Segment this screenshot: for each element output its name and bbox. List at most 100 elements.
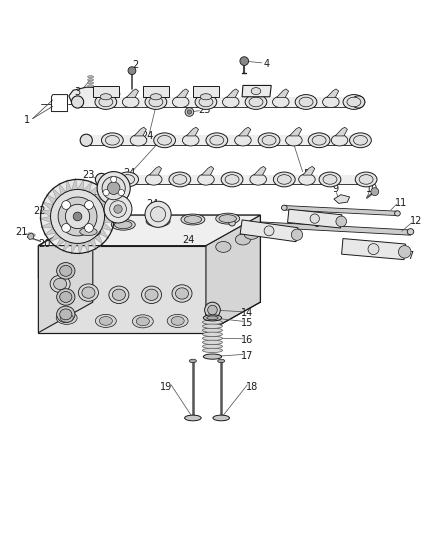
- Polygon shape: [41, 222, 53, 228]
- Polygon shape: [40, 210, 51, 216]
- Ellipse shape: [312, 135, 326, 145]
- Circle shape: [50, 189, 105, 244]
- Ellipse shape: [88, 79, 94, 81]
- Ellipse shape: [359, 175, 373, 184]
- Ellipse shape: [395, 211, 400, 216]
- Ellipse shape: [57, 263, 75, 279]
- Ellipse shape: [150, 94, 162, 100]
- Ellipse shape: [218, 359, 225, 362]
- Polygon shape: [226, 89, 239, 98]
- Ellipse shape: [169, 172, 191, 187]
- Ellipse shape: [235, 135, 251, 146]
- Circle shape: [85, 200, 93, 209]
- Ellipse shape: [319, 172, 341, 187]
- Ellipse shape: [244, 229, 259, 239]
- Text: 7: 7: [407, 251, 413, 261]
- Text: 23: 23: [87, 193, 99, 204]
- Text: 1: 1: [25, 115, 31, 125]
- Ellipse shape: [154, 133, 176, 148]
- Polygon shape: [93, 86, 119, 97]
- Circle shape: [205, 302, 220, 318]
- Ellipse shape: [122, 96, 139, 108]
- Ellipse shape: [249, 97, 263, 107]
- Polygon shape: [254, 166, 266, 175]
- Polygon shape: [84, 241, 89, 253]
- Ellipse shape: [199, 97, 213, 107]
- Polygon shape: [39, 215, 260, 246]
- Polygon shape: [94, 233, 103, 245]
- Polygon shape: [86, 135, 363, 145]
- Circle shape: [114, 205, 122, 213]
- Ellipse shape: [130, 135, 147, 146]
- Polygon shape: [39, 215, 93, 333]
- Ellipse shape: [158, 135, 172, 145]
- Ellipse shape: [113, 289, 125, 301]
- Circle shape: [264, 226, 274, 236]
- Polygon shape: [78, 179, 84, 190]
- Text: 12: 12: [410, 216, 422, 226]
- Circle shape: [97, 172, 130, 205]
- Ellipse shape: [176, 288, 188, 299]
- Text: 15: 15: [241, 318, 254, 328]
- Circle shape: [111, 176, 117, 182]
- Polygon shape: [303, 166, 315, 175]
- Ellipse shape: [223, 96, 239, 108]
- Polygon shape: [39, 215, 260, 279]
- Ellipse shape: [71, 96, 84, 108]
- Ellipse shape: [198, 174, 214, 185]
- Polygon shape: [49, 233, 61, 242]
- Circle shape: [85, 223, 93, 232]
- Polygon shape: [78, 243, 84, 255]
- Ellipse shape: [216, 213, 240, 224]
- Circle shape: [399, 246, 411, 258]
- Ellipse shape: [202, 348, 223, 352]
- Circle shape: [104, 195, 132, 223]
- Circle shape: [110, 201, 127, 217]
- Ellipse shape: [80, 134, 92, 147]
- Polygon shape: [239, 127, 251, 136]
- Polygon shape: [206, 215, 260, 333]
- Text: 10: 10: [366, 184, 378, 194]
- Ellipse shape: [95, 314, 116, 327]
- Polygon shape: [66, 180, 71, 192]
- Ellipse shape: [106, 135, 119, 145]
- Ellipse shape: [203, 315, 222, 321]
- Polygon shape: [134, 127, 146, 136]
- Ellipse shape: [141, 286, 162, 303]
- Circle shape: [103, 190, 109, 196]
- Polygon shape: [89, 238, 96, 250]
- Polygon shape: [71, 178, 78, 190]
- Circle shape: [58, 197, 97, 236]
- Ellipse shape: [172, 285, 192, 302]
- Ellipse shape: [117, 172, 138, 187]
- Text: 24: 24: [182, 235, 195, 245]
- Ellipse shape: [80, 228, 97, 236]
- Ellipse shape: [216, 241, 231, 252]
- Circle shape: [118, 190, 124, 196]
- Ellipse shape: [82, 287, 95, 298]
- Ellipse shape: [355, 172, 377, 187]
- Ellipse shape: [189, 359, 196, 362]
- Polygon shape: [288, 209, 342, 228]
- Circle shape: [65, 204, 90, 229]
- Ellipse shape: [100, 94, 112, 100]
- Polygon shape: [240, 220, 298, 242]
- Text: 16: 16: [241, 335, 254, 345]
- Ellipse shape: [322, 96, 339, 108]
- Circle shape: [240, 56, 249, 66]
- Polygon shape: [104, 216, 115, 223]
- Polygon shape: [52, 188, 61, 200]
- Ellipse shape: [60, 292, 72, 302]
- Ellipse shape: [245, 94, 267, 109]
- Polygon shape: [55, 238, 66, 248]
- Ellipse shape: [202, 344, 223, 349]
- Circle shape: [62, 200, 71, 209]
- Ellipse shape: [145, 94, 167, 109]
- Ellipse shape: [258, 133, 280, 148]
- Text: 19: 19: [160, 383, 172, 392]
- Text: 5: 5: [303, 169, 309, 179]
- Ellipse shape: [56, 311, 77, 325]
- Circle shape: [371, 188, 379, 196]
- Circle shape: [107, 182, 120, 195]
- Polygon shape: [126, 89, 138, 98]
